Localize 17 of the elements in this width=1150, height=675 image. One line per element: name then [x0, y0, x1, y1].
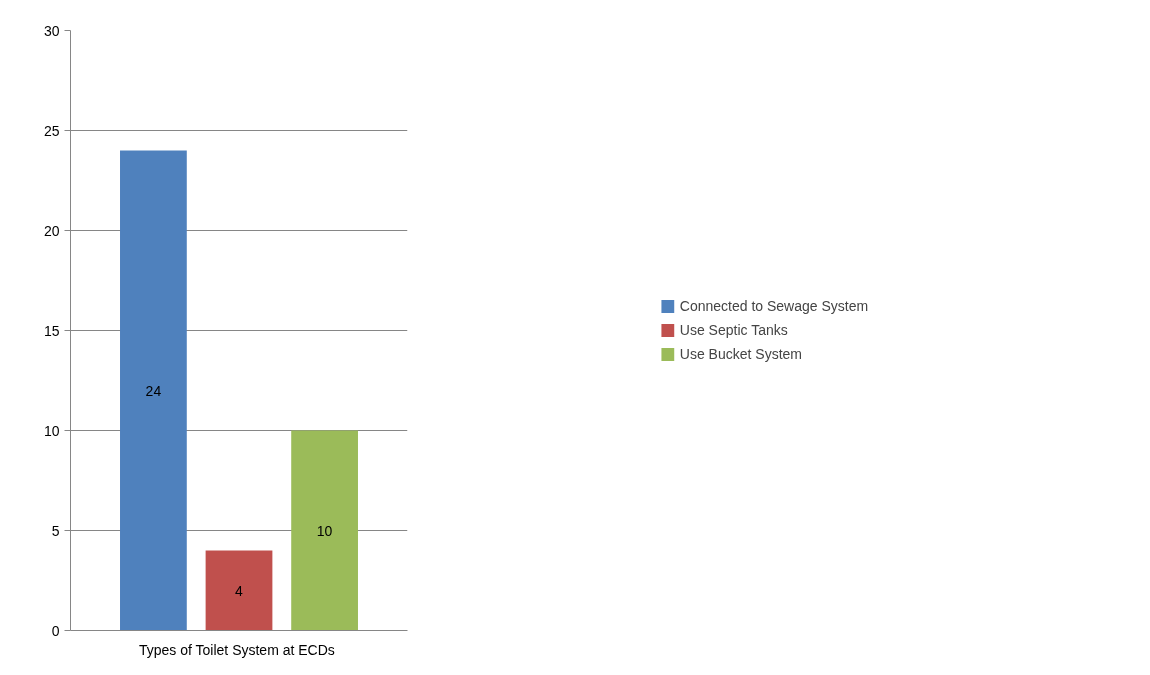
bar	[291, 430, 358, 631]
y-tick-label: 25	[43, 122, 60, 139]
data-label: 10	[316, 522, 333, 539]
y-tick-label: 10	[43, 422, 60, 439]
y-tick-label: 30	[43, 22, 60, 39]
y-tick-label: 0	[51, 622, 60, 639]
legend-label: Use Bucket System	[679, 346, 802, 362]
legend-label: Use Septic Tanks	[679, 322, 788, 338]
y-tick-label: 20	[43, 222, 60, 239]
y-tick-label: 15	[43, 322, 60, 339]
data-label: 4	[235, 582, 244, 599]
legend-label: Connected to Sewage System	[679, 298, 869, 314]
y-tick-label: 5	[51, 522, 60, 539]
bar	[205, 550, 273, 631]
x-tick-label: Types of Toilet System at ECDs	[139, 641, 335, 658]
bar	[120, 150, 187, 631]
data-label: 24	[145, 382, 162, 399]
